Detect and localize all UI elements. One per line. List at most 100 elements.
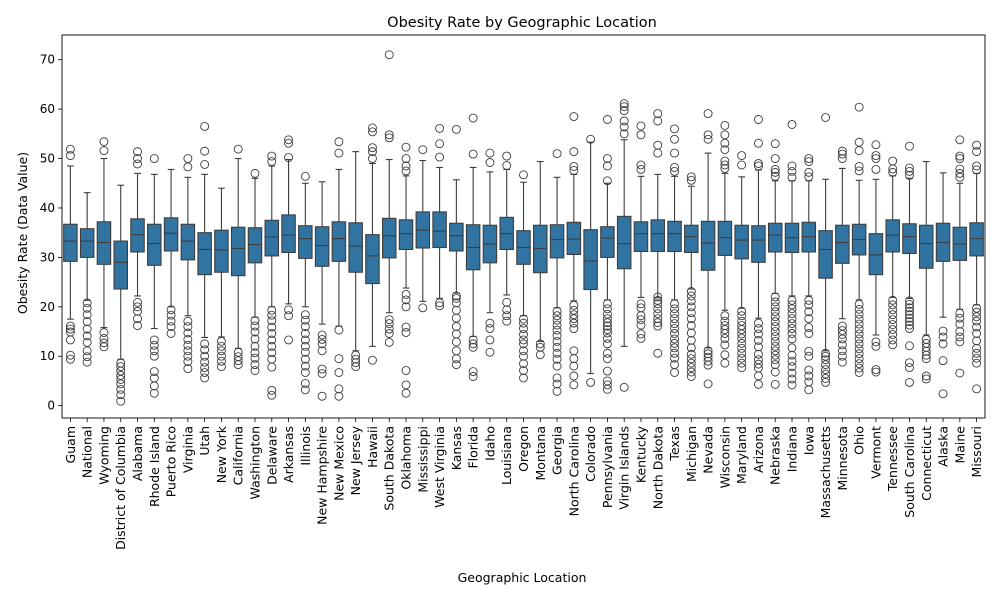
x-tick-label: West Virginia — [432, 426, 447, 508]
outlier-point — [889, 157, 897, 165]
box-iqr — [366, 235, 379, 284]
y-tick-label: 70 — [40, 53, 55, 67]
outlier-point — [654, 110, 662, 118]
x-tick-label: Utah — [197, 426, 212, 456]
box-group — [483, 149, 496, 356]
box-iqr — [970, 223, 983, 256]
outlier-point — [973, 337, 981, 345]
box-iqr — [752, 226, 765, 263]
outlier-point — [805, 366, 813, 374]
outlier-point — [217, 357, 225, 365]
x-tick-label: Colorado — [583, 426, 598, 482]
outlier-point — [805, 324, 813, 332]
box-group — [869, 141, 882, 376]
x-tick-label: Pennsylvania — [600, 426, 615, 508]
outlier-point — [637, 131, 645, 139]
outlier-point — [771, 318, 779, 326]
box-group — [852, 103, 865, 376]
outlier-point — [939, 390, 947, 398]
outlier-point — [788, 120, 796, 128]
outlier-point — [553, 150, 561, 158]
x-tick-label: Guam — [63, 426, 78, 463]
box-group — [735, 152, 748, 372]
box-group — [752, 116, 765, 389]
outlier-point — [301, 311, 309, 319]
x-tick-label: Missouri — [969, 426, 984, 477]
box-group — [332, 138, 345, 401]
outlier-point — [671, 149, 679, 157]
x-tick-label: District of Columbia — [113, 426, 128, 550]
outlier-point — [268, 306, 276, 314]
outlier-point — [771, 293, 779, 301]
x-tick-label: Oregon — [516, 426, 531, 472]
outlier-point — [671, 310, 679, 318]
x-tick-label: Indiana — [785, 426, 800, 472]
outlier-point — [603, 162, 611, 170]
outlier-point — [905, 378, 913, 386]
outlier-point — [973, 385, 981, 393]
box-group — [802, 155, 815, 394]
box-group — [584, 135, 597, 386]
x-tick-label: Alaska — [936, 426, 951, 467]
outlier-point — [754, 380, 762, 388]
outlier-point — [654, 322, 662, 330]
box-group — [769, 140, 782, 389]
outlier-point — [771, 361, 779, 369]
outlier-point — [654, 349, 662, 357]
box-iqr — [735, 225, 748, 259]
box-iqr — [601, 227, 614, 258]
outlier-point — [637, 122, 645, 130]
outlier-point — [721, 312, 729, 320]
outlier-point — [570, 362, 578, 370]
outlier-point — [805, 347, 813, 355]
box-iqr — [265, 220, 278, 256]
outlier-point — [754, 139, 762, 147]
outlier-point — [721, 351, 729, 359]
box-iqr — [701, 221, 714, 270]
outlier-point — [738, 152, 746, 160]
outlier-point — [100, 329, 108, 337]
outlier-point — [788, 315, 796, 323]
outlier-point — [83, 347, 91, 355]
box-group — [953, 136, 966, 377]
outlier-point — [570, 355, 578, 363]
outlier-point — [973, 359, 981, 367]
outlier-point — [268, 386, 276, 394]
x-tick-label: Wisconsin — [717, 426, 732, 488]
box-iqr — [80, 229, 93, 258]
x-tick-label: Nevada — [701, 426, 716, 474]
outlier-point — [368, 356, 376, 364]
x-tick-label: Rhode Island — [147, 426, 162, 507]
outlier-point — [335, 326, 343, 334]
outlier-point — [905, 342, 913, 350]
x-tick-label: South Dakota — [382, 426, 397, 511]
outlier-point — [855, 330, 863, 338]
outlier-point — [905, 359, 913, 367]
x-tick-label: Texas — [667, 426, 682, 462]
box-iqr — [64, 224, 77, 261]
box-group — [265, 152, 278, 399]
x-tick-label: Mississippi — [415, 426, 430, 493]
outlier-point — [402, 389, 410, 397]
outlier-point — [855, 350, 863, 358]
outlier-point — [117, 359, 125, 367]
box-iqr — [668, 221, 681, 251]
outlier-point — [100, 138, 108, 146]
x-tick-label: California — [231, 426, 246, 485]
x-tick-label: Puerto Rico — [164, 426, 179, 497]
outlier-point — [855, 315, 863, 323]
box-group — [534, 162, 547, 359]
box-iqr — [718, 221, 731, 255]
y-tick-label: 40 — [40, 201, 55, 215]
outlier-point — [889, 311, 897, 319]
box-iqr — [349, 223, 362, 272]
outlier-point — [771, 303, 779, 311]
outlier-point — [184, 155, 192, 163]
outlier-point — [402, 323, 410, 331]
outlier-point — [268, 152, 276, 160]
outlier-point — [671, 315, 679, 323]
x-tick-label: Virgin Islands — [617, 426, 632, 510]
outlier-point — [973, 344, 981, 352]
box-iqr — [148, 224, 161, 265]
x-tick-label: Nebraska — [768, 426, 783, 485]
